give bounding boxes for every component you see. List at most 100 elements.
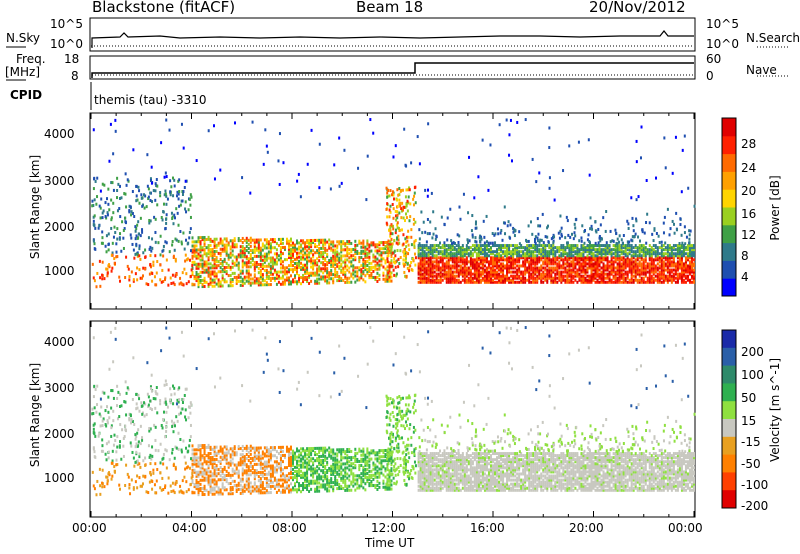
power-cell bbox=[487, 280, 490, 284]
power-cell bbox=[397, 193, 400, 197]
power-cell bbox=[378, 259, 381, 263]
power-cell bbox=[443, 254, 446, 258]
power-cell bbox=[485, 272, 488, 276]
power-cell bbox=[354, 250, 357, 254]
power-cell bbox=[560, 254, 563, 258]
freq-line bbox=[91, 62, 694, 78]
power-cell bbox=[630, 262, 633, 266]
velocity-cell bbox=[431, 478, 434, 482]
power-cell bbox=[678, 256, 681, 260]
velocity-cell bbox=[481, 458, 484, 462]
velocity-cell bbox=[419, 476, 422, 480]
power-cell bbox=[298, 259, 301, 263]
power-cell bbox=[643, 231, 646, 235]
power-cell bbox=[320, 255, 323, 259]
power-cell bbox=[126, 178, 129, 182]
power-cell bbox=[552, 254, 555, 258]
power-cell bbox=[352, 266, 355, 270]
velocity-cell bbox=[473, 476, 476, 480]
power-cell bbox=[678, 252, 681, 256]
power-cell bbox=[395, 241, 398, 245]
power-cell bbox=[588, 276, 591, 280]
power-cell bbox=[666, 264, 669, 268]
power-cell bbox=[616, 278, 619, 282]
freq-tick-8: 8 bbox=[71, 69, 79, 83]
power-cell bbox=[681, 241, 684, 245]
power-cell bbox=[217, 280, 220, 284]
power-cell bbox=[526, 250, 529, 254]
power-cell bbox=[388, 215, 391, 219]
power-cell bbox=[179, 281, 182, 285]
velocity-cell bbox=[431, 474, 434, 478]
power-cell bbox=[598, 272, 601, 276]
power-cell bbox=[660, 244, 663, 248]
power-cell bbox=[427, 270, 430, 274]
power-cell bbox=[211, 258, 214, 262]
velocity-cell bbox=[465, 466, 468, 470]
power-cell bbox=[340, 270, 343, 274]
power-cell bbox=[103, 277, 106, 281]
power-cell bbox=[642, 250, 645, 254]
power-cell bbox=[500, 244, 503, 248]
power-cell bbox=[600, 260, 603, 264]
power-cell bbox=[219, 266, 222, 270]
power-cell bbox=[620, 256, 623, 260]
power-cell bbox=[324, 279, 327, 283]
power-cell bbox=[530, 266, 533, 270]
power-cell bbox=[471, 233, 474, 237]
power-cell bbox=[510, 254, 513, 258]
power-cell bbox=[506, 224, 509, 228]
power-cell bbox=[195, 250, 198, 254]
power-cell bbox=[502, 274, 505, 278]
power-cell bbox=[380, 255, 383, 259]
power-cell bbox=[330, 262, 333, 266]
power-cell bbox=[588, 173, 591, 177]
power-cell bbox=[449, 272, 452, 276]
power-cell bbox=[213, 264, 216, 268]
power-cell bbox=[459, 260, 462, 264]
power-cell bbox=[640, 264, 643, 268]
power-cell bbox=[191, 250, 194, 254]
power-cell bbox=[676, 268, 679, 272]
velocity-cell bbox=[447, 478, 450, 482]
power-cell bbox=[437, 252, 440, 256]
power-cell bbox=[536, 254, 539, 258]
power-cell bbox=[391, 251, 394, 255]
power-cell bbox=[269, 258, 272, 262]
velocity-cell bbox=[463, 462, 466, 466]
power-cell bbox=[606, 276, 609, 280]
power-cell bbox=[213, 241, 216, 245]
power-cell bbox=[640, 268, 643, 272]
power-cell bbox=[602, 262, 605, 266]
velocity-cell bbox=[451, 472, 454, 476]
power-cell bbox=[552, 270, 555, 274]
power-cell bbox=[494, 280, 497, 284]
power-cell bbox=[600, 258, 603, 262]
power-cell bbox=[408, 188, 411, 192]
power-cell bbox=[496, 270, 499, 274]
power-cell bbox=[425, 268, 428, 272]
power-cell bbox=[382, 251, 385, 255]
power-cell bbox=[237, 275, 240, 279]
velocity-cell bbox=[443, 474, 446, 478]
power-cell bbox=[568, 264, 571, 268]
power-cell bbox=[512, 250, 515, 254]
velocity-cell bbox=[423, 478, 426, 482]
power-cell bbox=[149, 219, 152, 223]
velocity-cell bbox=[469, 454, 472, 458]
power-cell bbox=[243, 275, 246, 279]
power-cell bbox=[233, 239, 236, 243]
power-cell bbox=[672, 268, 675, 272]
power-cell bbox=[668, 244, 671, 248]
power-cell bbox=[620, 272, 623, 276]
power-cell bbox=[160, 215, 163, 219]
power-cell bbox=[193, 248, 196, 252]
power-cell bbox=[207, 244, 210, 248]
power-cell bbox=[443, 268, 446, 272]
power-cell bbox=[680, 278, 683, 282]
power-cell bbox=[269, 246, 272, 250]
power-cell bbox=[296, 270, 299, 274]
power-cell bbox=[562, 248, 565, 252]
power-cell bbox=[277, 258, 280, 262]
power-cell bbox=[164, 227, 167, 231]
